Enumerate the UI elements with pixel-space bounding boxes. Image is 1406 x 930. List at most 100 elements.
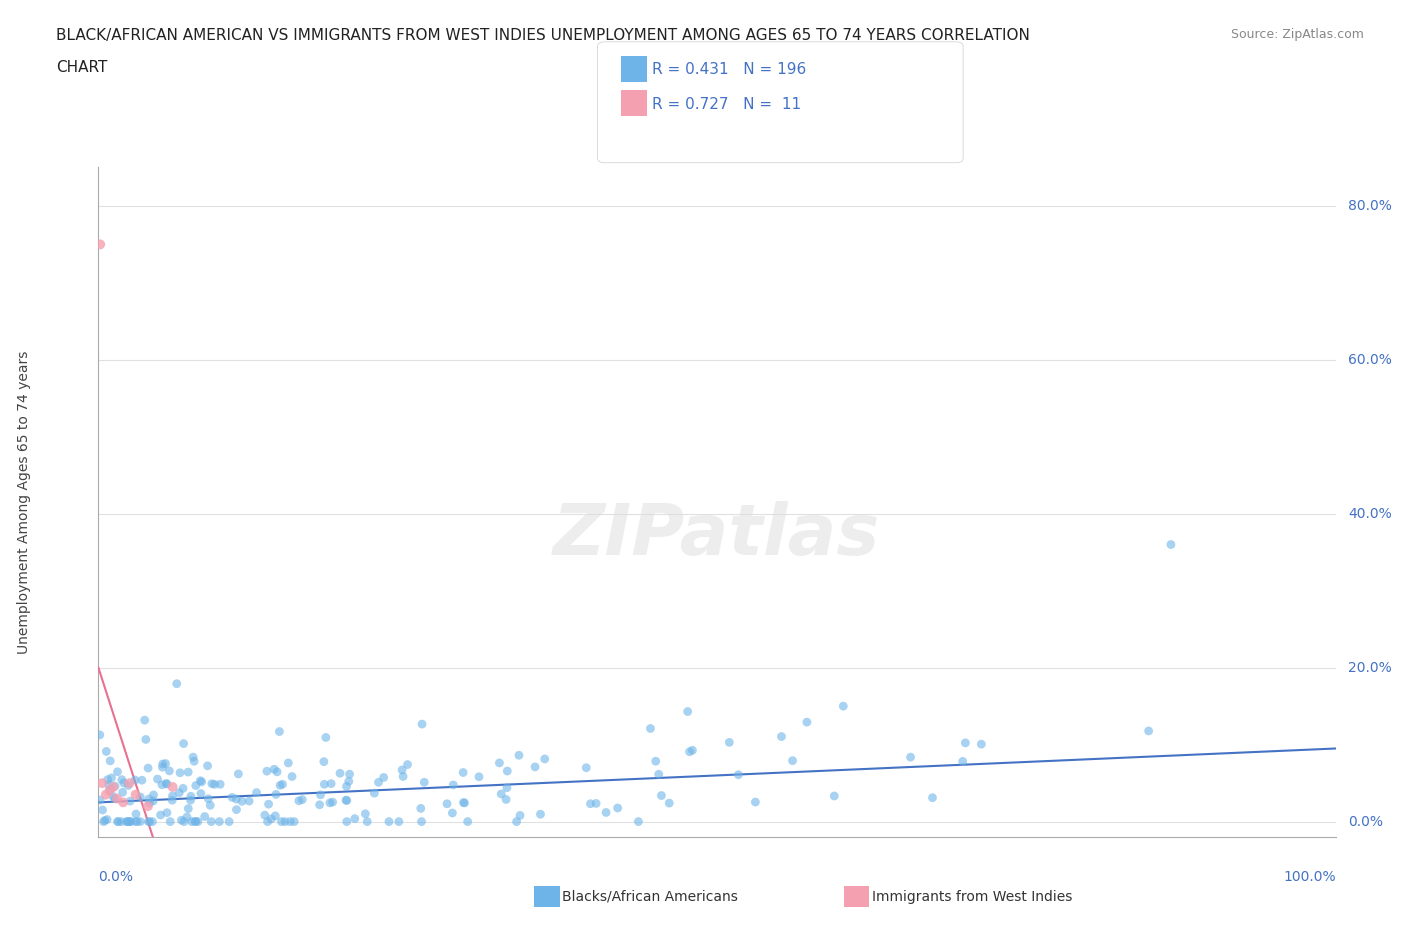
Point <box>181 750 204 764</box>
Point <box>281 769 304 784</box>
Point <box>131 773 153 788</box>
Point <box>112 776 135 790</box>
Point <box>496 780 519 795</box>
Point <box>441 777 464 792</box>
Point <box>190 775 212 790</box>
Point <box>98 782 121 797</box>
Point <box>640 721 662 736</box>
Point <box>146 772 169 787</box>
Point <box>138 795 160 810</box>
Point <box>118 793 141 808</box>
Point <box>138 814 160 829</box>
Point <box>343 811 366 826</box>
Point <box>278 814 301 829</box>
Point <box>141 814 163 829</box>
Text: 20.0%: 20.0% <box>1348 660 1392 674</box>
Point <box>257 797 280 812</box>
Point <box>200 798 222 813</box>
Point <box>336 814 359 829</box>
Point <box>129 790 152 804</box>
Point <box>269 777 291 792</box>
Point <box>89 792 111 807</box>
Point <box>104 778 127 793</box>
Point <box>184 778 207 793</box>
Point <box>162 792 184 807</box>
Point <box>124 787 146 802</box>
Point <box>127 814 149 829</box>
Point <box>194 809 217 824</box>
Point <box>89 727 111 742</box>
Point <box>201 777 224 791</box>
Point <box>138 791 160 806</box>
Point <box>107 764 129 779</box>
Point <box>782 753 804 768</box>
Point <box>100 770 122 785</box>
Point <box>823 789 845 804</box>
Text: R = 0.727   N =  11: R = 0.727 N = 11 <box>652 97 801 112</box>
Point <box>271 777 294 791</box>
Point <box>200 814 222 829</box>
Point <box>134 712 156 727</box>
Point <box>169 765 191 780</box>
Point <box>103 789 125 804</box>
Point <box>264 808 287 823</box>
Point <box>180 792 202 807</box>
Point <box>204 777 226 791</box>
Point <box>96 812 118 827</box>
Point <box>309 788 332 803</box>
Point <box>218 814 240 829</box>
Point <box>136 761 159 776</box>
Point <box>266 764 288 779</box>
Point <box>104 791 127 806</box>
Point <box>170 813 193 828</box>
Point <box>952 754 974 769</box>
Point <box>125 806 148 821</box>
Point <box>277 755 299 770</box>
Point <box>329 765 352 780</box>
Point <box>107 814 129 829</box>
Point <box>955 736 977 751</box>
Point <box>152 760 174 775</box>
Point <box>391 763 413 777</box>
Point <box>110 814 132 829</box>
Point <box>491 787 513 802</box>
Point <box>231 794 253 809</box>
Point <box>105 791 128 806</box>
Point <box>225 791 247 806</box>
Text: Immigrants from West Indies: Immigrants from West Indies <box>872 889 1073 904</box>
Point <box>159 814 181 829</box>
Point <box>184 814 207 829</box>
Point <box>337 774 360 789</box>
Point <box>509 808 531 823</box>
Point <box>396 757 419 772</box>
Text: 100.0%: 100.0% <box>1284 870 1336 884</box>
Point <box>124 773 146 788</box>
Point <box>650 788 672 803</box>
Point <box>770 729 793 744</box>
Point <box>120 814 142 829</box>
Text: Blacks/African Americans: Blacks/African Americans <box>562 889 738 904</box>
Text: 60.0%: 60.0% <box>1348 352 1392 366</box>
Point <box>156 777 179 791</box>
Point <box>796 714 818 729</box>
Point <box>245 785 267 800</box>
Point <box>98 783 121 798</box>
Point <box>115 814 138 829</box>
Point <box>1137 724 1160 738</box>
Point <box>264 787 287 802</box>
Point <box>676 704 699 719</box>
Text: Source: ZipAtlas.com: Source: ZipAtlas.com <box>1230 28 1364 41</box>
Point <box>208 814 231 829</box>
Point <box>180 789 202 804</box>
Point <box>157 764 180 778</box>
Point <box>184 814 207 829</box>
Point <box>96 744 118 759</box>
Point <box>190 786 212 801</box>
Point <box>253 808 276 823</box>
Point <box>356 814 378 829</box>
Point <box>533 751 555 766</box>
Point <box>283 814 305 829</box>
Point <box>644 754 666 769</box>
Point <box>197 791 219 806</box>
Point <box>658 796 681 811</box>
